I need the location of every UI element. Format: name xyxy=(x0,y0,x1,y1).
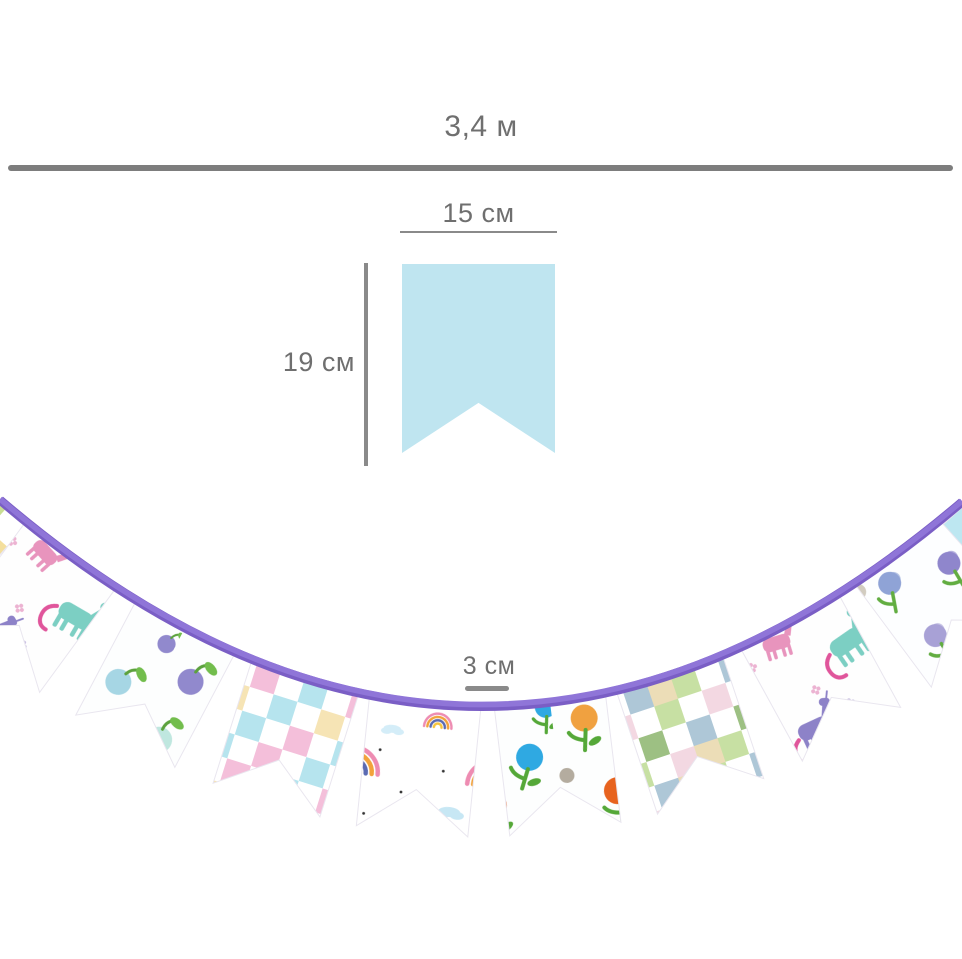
flag-width-line xyxy=(400,231,557,233)
flag-width-label: 15 см xyxy=(442,198,515,228)
ribbon-width-label: 3 см xyxy=(462,652,516,680)
garland-flag-unicorn xyxy=(740,594,902,763)
garland-flag-rainbow xyxy=(355,697,482,839)
garland-flag-plum xyxy=(74,601,236,769)
garland-ribbon xyxy=(0,496,962,711)
flag-height-label: 19 см xyxy=(282,347,355,377)
ribbon-width-line xyxy=(465,686,509,691)
flag-height-line xyxy=(364,263,368,466)
total-length-label: 3,4 м xyxy=(444,110,518,143)
total-length-line xyxy=(8,165,953,171)
garland-flag-flower xyxy=(493,694,622,837)
